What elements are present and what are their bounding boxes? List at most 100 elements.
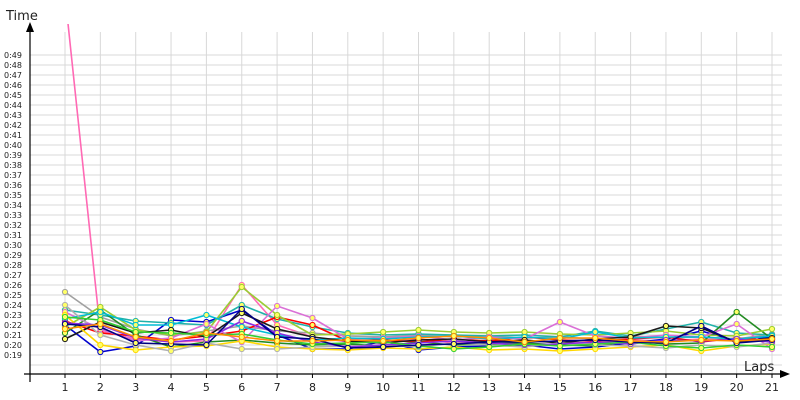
y-axis-arrow-icon (26, 22, 34, 32)
data-point (733, 308, 740, 316)
data-point (486, 343, 493, 351)
y-tick-label: 0:24 (4, 301, 22, 310)
y-tick-label: 0:21 (4, 331, 22, 340)
data-point (238, 305, 245, 313)
data-point (61, 301, 69, 309)
data-point (274, 311, 281, 319)
data-point (450, 332, 457, 340)
data-point (521, 338, 528, 346)
data-point (132, 321, 139, 329)
y-tick-label: 0:31 (4, 231, 22, 240)
y-tick-label: 0:30 (4, 241, 22, 250)
data-point (97, 348, 104, 356)
data-point (97, 320, 104, 328)
y-tick-label: 0:25 (4, 291, 22, 300)
data-point (61, 288, 69, 296)
x-tick-label: 2 (97, 381, 104, 394)
y-tick-label: 0:40 (4, 141, 22, 150)
data-point (132, 339, 139, 347)
data-point (203, 320, 210, 328)
y-tick-label: 0:28 (4, 261, 22, 270)
x-tick-label: 17 (624, 381, 638, 394)
y-tick-label: 0:43 (4, 111, 22, 120)
data-point (662, 322, 670, 330)
x-tick-label: 13 (482, 381, 496, 394)
data-point (380, 343, 387, 351)
data-point (132, 328, 139, 336)
y-tick-label: 0:37 (4, 171, 22, 180)
x-tick-label: 18 (659, 381, 673, 394)
data-point (61, 335, 69, 343)
x-axis-title: Laps (744, 360, 774, 375)
data-point (450, 345, 457, 353)
data-point (238, 333, 245, 341)
data-point (380, 337, 387, 345)
y-tick-label: 0:26 (4, 281, 22, 290)
data-point (556, 334, 564, 342)
y-tick-label: 0:42 (4, 121, 22, 130)
data-point (556, 318, 564, 326)
y-tick-label: 0:46 (4, 81, 22, 90)
data-point (238, 345, 245, 353)
series-lines (61, 24, 776, 356)
data-point (450, 340, 457, 348)
x-tick-label: 12 (447, 381, 461, 394)
y-tick-label: 0:36 (4, 181, 22, 190)
y-tick-label: 0:47 (4, 71, 22, 80)
y-tick-label: 0:20 (4, 341, 22, 350)
data-point (592, 334, 599, 342)
y-axis-title: Time (5, 9, 38, 24)
y-tick-label: 0:35 (4, 191, 22, 200)
grid (30, 32, 782, 374)
x-tick-label: 14 (518, 381, 532, 394)
data-point (61, 320, 69, 328)
data-point (167, 329, 175, 337)
series-16 (61, 320, 776, 346)
data-point (521, 328, 528, 336)
y-tick-label: 0:29 (4, 251, 22, 260)
data-point (698, 344, 705, 352)
data-point (556, 342, 564, 350)
y-tick-label: 0:39 (4, 151, 22, 160)
data-point (698, 322, 705, 330)
data-point (132, 346, 139, 354)
x-tick-label: 3 (132, 381, 139, 394)
data-point (415, 341, 422, 349)
y-tick-label: 0:49 (4, 51, 22, 60)
data-point (592, 328, 599, 336)
data-point (415, 326, 422, 334)
x-tick-label: 20 (730, 381, 744, 394)
data-point (274, 337, 281, 345)
data-point (238, 283, 245, 291)
y-tick-label: 0:45 (4, 91, 22, 100)
x-axis-arrow-icon (780, 370, 790, 378)
data-point (97, 341, 104, 349)
y-tick-label: 0:32 (4, 221, 22, 230)
y-tick-label: 0:27 (4, 271, 22, 280)
data-point (167, 347, 175, 355)
data-point (309, 314, 316, 322)
data-point (768, 325, 776, 333)
data-point (238, 317, 245, 325)
data-point (167, 321, 175, 329)
data-point (344, 344, 351, 352)
x-tick-label: 21 (765, 381, 779, 394)
data-point (380, 328, 387, 336)
data-point (309, 337, 316, 345)
data-point (274, 345, 281, 353)
data-point (274, 302, 281, 310)
y-tick-label: 0:41 (4, 131, 22, 140)
y-tick-label: 0:33 (4, 211, 22, 220)
x-tick-label: 9 (344, 381, 351, 394)
x-tick-label: 7 (274, 381, 281, 394)
x-tick-label: 8 (309, 381, 316, 394)
x-tick-label: 4 (168, 381, 175, 394)
data-point (662, 338, 670, 346)
data-point (698, 336, 705, 344)
data-point (97, 331, 104, 339)
y-tick-label: 0:38 (4, 161, 22, 170)
data-point (733, 337, 740, 345)
x-tick-label: 16 (588, 381, 602, 394)
data-point (556, 347, 564, 355)
